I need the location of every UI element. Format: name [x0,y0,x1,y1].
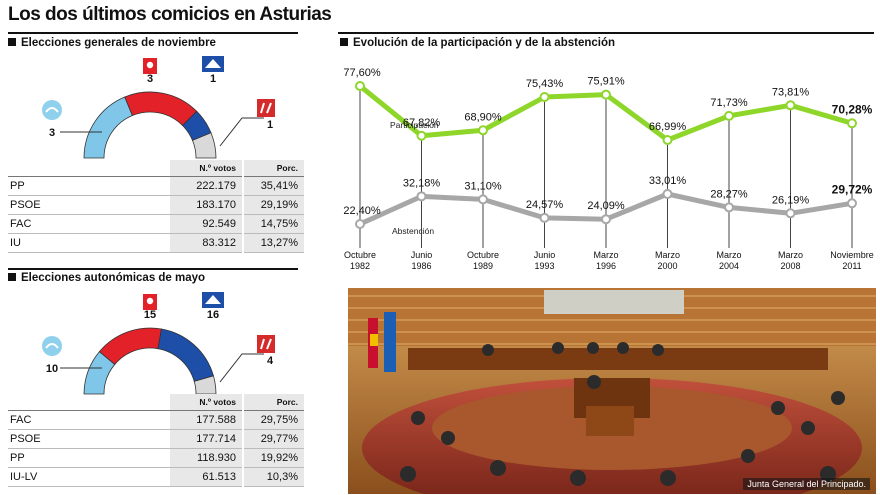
table-header-row: N.º votos Porc. [8,394,304,411]
seat-count-fac: 16 [207,309,219,321]
data-label: 73,81% [772,86,810,98]
psoe-logo-icon [143,294,157,310]
seat-segment-psoe [124,91,198,127]
data-label: 70,28% [832,102,873,116]
general-seats-hemicycle: 3 3 1 1 [42,56,275,159]
table-row: PP 222.179 35,41% [8,176,304,196]
section-divider [8,32,298,34]
data-label: 33,01% [649,175,687,187]
data-label: 24,09% [587,200,625,212]
page-title: Los dos últimos comicios en Asturias [8,4,332,25]
data-point [662,189,673,199]
data-point [724,110,734,121]
general-results-table: N.º votos Porc. PP 222.179 35,41% PSOE 183.… [8,160,304,253]
data-point [539,92,550,103]
parliament-illustration [348,288,876,494]
x-tick-label: Octubre 1989 [467,250,499,271]
data-point [847,118,857,129]
data-point [601,214,611,225]
table-row: PSOE 183.170 29,19% [8,195,304,215]
data-point [416,191,427,202]
seat-segment-fac [157,328,214,382]
data-point [785,100,796,111]
pp-logo-icon [42,100,62,120]
data-point [847,198,857,209]
x-tick-label: Noviembre 2011 [830,250,874,271]
seat-segment-iu [191,132,217,159]
data-label: 68,90% [464,111,502,123]
col-votes-header: N.º votos [170,394,243,411]
evolution-section-title: Evolución de la participación y de la ab… [340,37,615,49]
data-label: 22,40% [343,205,381,217]
data-point [416,130,427,141]
iu-logo-icon [257,99,275,117]
table-row: IU 83.312 13,27% [8,233,304,253]
x-tick-label: Octubre 1982 [344,250,376,271]
leader-line [219,117,264,147]
data-label: 75,43% [526,78,564,90]
abstention-series-label: Abstención [392,226,434,236]
data-label: 71,73% [710,97,748,109]
data-point [478,194,488,205]
fac-logo-icon [202,292,224,308]
data-label: 75,91% [587,76,625,88]
section-divider [338,32,874,34]
col-votes-header: N.º votos [170,160,243,177]
data-label: 28,27% [710,188,748,200]
data-point [355,219,365,229]
data-label: 31,10% [464,180,502,192]
evolution-line-chart: 77,60% 67,82% 68,90% 75,43% 75,91% 66,99% 71,7… [343,67,874,271]
data-label: 32,18% [403,177,441,189]
seat-count-pp: 3 [49,127,55,139]
data-point [478,125,488,136]
general-section-title: Elecciones generales de noviembre [8,37,216,49]
x-tick-label: Marzo 2004 [716,250,741,271]
table-row: PP 118.930 19,92% [8,448,304,468]
psoe-logo-icon [143,58,157,74]
seat-count-fac: 1 [210,73,216,85]
data-point [785,208,796,219]
data-point [662,135,673,145]
data-label: 29,72% [832,182,873,196]
data-point [355,81,365,91]
data-label: 67,82% [403,117,441,129]
col-perc-header: Porc. [242,394,304,411]
autonomic-results-table: N.º votos Porc. FAC 177.588 29,75% PSOE 177… [8,394,304,487]
data-point [601,89,611,100]
table-row: FAC 92.549 14,75% [8,214,304,234]
col-perc-header: Porc. [242,160,304,177]
iu-logo-icon [257,335,275,353]
leader-line [219,353,264,383]
x-tick-label: Junio 1993 [534,250,556,271]
x-tick-label: Marzo 2008 [778,250,803,271]
x-tick-label: Marzo 1996 [593,250,618,271]
table-row: PSOE 177.714 29,77% [8,429,304,449]
pp-logo-icon [42,336,62,356]
data-label: 77,60% [343,67,381,79]
photo-caption: Junta General del Principado. [743,478,870,490]
seat-count-iu: 4 [267,355,274,367]
fac-logo-icon [202,56,224,72]
seat-count-psoe: 15 [144,309,156,321]
table-row: IU-LV 61.513 10,3% [8,467,304,487]
data-label: 66,99% [649,121,687,133]
seat-segment-pp [83,96,133,159]
data-label: 24,57% [526,199,564,211]
data-point [724,202,734,213]
x-tick-label: Junio 1986 [411,250,433,271]
data-point [539,212,550,223]
autonomic-seats-hemicycle: 10 15 16 4 [42,292,275,395]
seat-count-iu: 1 [267,119,273,131]
seat-count-psoe: 3 [147,73,153,85]
table-row: FAC 177.588 29,75% [8,410,304,430]
x-tick-label: Marzo 2000 [655,250,680,271]
seat-segment-psoe [98,327,162,365]
autonomic-section-title: Elecciones autonómicas de mayo [8,272,205,284]
data-label: 26,19% [772,194,810,206]
seat-count-pp: 10 [46,363,58,375]
section-divider [8,268,298,270]
table-header-row: N.º votos Porc. [8,160,304,177]
parliament-photo: Junta General del Principado. [348,288,876,494]
participation-series-label: Participación [390,120,439,130]
